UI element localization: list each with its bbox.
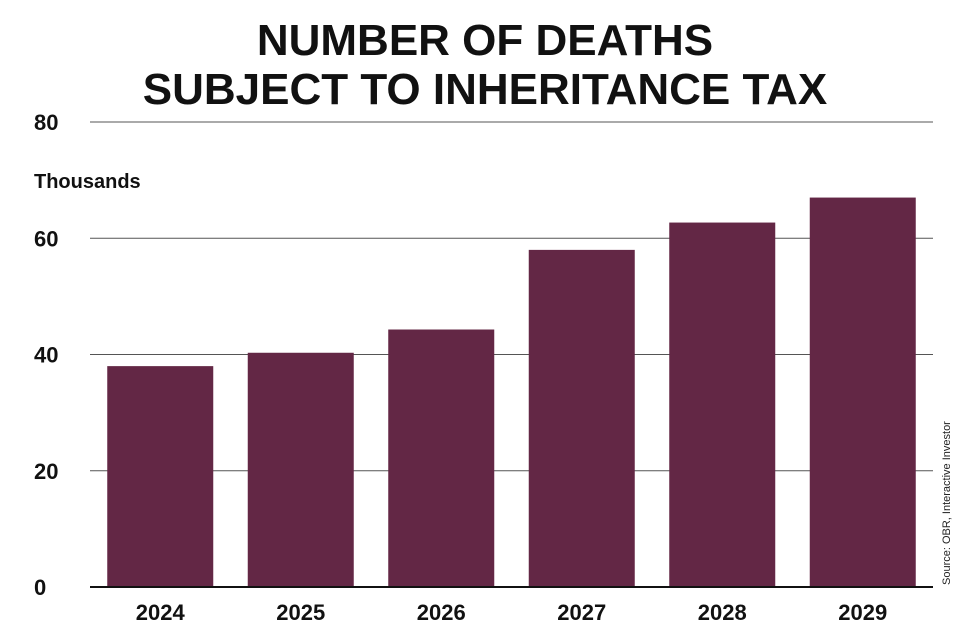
- x-tick-label: 2027: [557, 600, 606, 625]
- y-tick-label: 80: [34, 110, 58, 135]
- y-tick-label: 40: [34, 343, 58, 368]
- bars: [107, 197, 916, 587]
- x-tick-label: 2028: [698, 600, 747, 625]
- gridlines: [90, 121, 933, 472]
- x-axis-ticks: 2024 2025 2026 2027 2028 2029: [136, 600, 887, 625]
- x-tick-label: 2029: [838, 600, 887, 625]
- y-axis-ticks: 0 20 40 60 80: [34, 110, 58, 600]
- bar-2028: [669, 222, 776, 587]
- y-tick-label: 60: [34, 226, 58, 251]
- bar-2027: [528, 249, 635, 587]
- chart-title-line-1: NUMBER OF DEATHS: [257, 16, 713, 65]
- x-tick-label: 2025: [276, 600, 325, 625]
- x-tick-label: 2026: [417, 600, 466, 625]
- bar-2025: [247, 352, 354, 587]
- bar-2029: [809, 197, 916, 587]
- x-tick-label: 2024: [136, 600, 186, 625]
- y-tick-label: 0: [34, 575, 46, 600]
- bar-2026: [388, 329, 495, 587]
- y-tick-label: 20: [34, 459, 58, 484]
- bar-2024: [107, 366, 214, 587]
- chart-title-line-2: SUBJECT TO INHERITANCE TAX: [143, 65, 828, 114]
- y-axis-unit-label: Thousands: [34, 171, 141, 193]
- source-note: Source: OBR, Interactive Investor: [941, 421, 953, 585]
